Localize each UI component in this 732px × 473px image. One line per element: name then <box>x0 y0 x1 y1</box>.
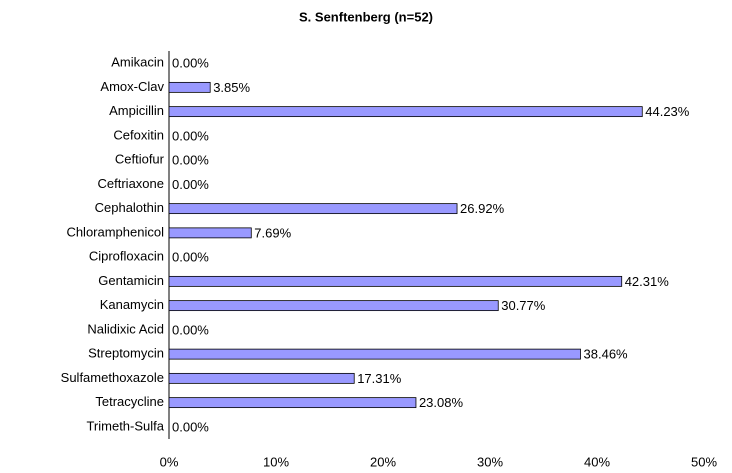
value-label: 26.92% <box>460 201 505 216</box>
bar <box>168 81 211 93</box>
x-tick-label: 40% <box>584 454 610 469</box>
value-label: 7.69% <box>254 225 291 240</box>
y-tick-label: Streptomycin <box>88 346 164 361</box>
y-tick-label: Ceftiofur <box>115 152 165 167</box>
y-tick-label: Sulfamethoxazole <box>61 370 164 385</box>
bar <box>168 227 252 239</box>
value-label: 23.08% <box>419 395 464 410</box>
y-tick-label: Amikacin <box>111 55 164 70</box>
value-label: 17.31% <box>357 371 402 386</box>
value-label: 0.00% <box>172 128 209 143</box>
value-label: 38.46% <box>584 347 629 362</box>
y-tick-label: Amox-Clav <box>100 79 164 94</box>
x-tick-label: 50% <box>691 454 717 469</box>
value-label: 0.00% <box>172 177 209 192</box>
chart-title: S. Senftenberg (n=52) <box>299 9 433 24</box>
y-tick-label: Cephalothin <box>95 200 164 215</box>
y-tick-label: Kanamycin <box>100 297 164 312</box>
y-tick-label: Cefoxitin <box>113 127 164 142</box>
y-tick-label: Tetracycline <box>95 394 164 409</box>
y-tick-label: Nalidixic Acid <box>87 321 164 336</box>
y-tick-label: Ampicillin <box>109 103 164 118</box>
y-tick-label: Ciprofloxacin <box>89 249 164 264</box>
bar <box>168 372 355 384</box>
x-tick-label: 0% <box>160 454 179 469</box>
value-label: 0.00% <box>172 153 209 168</box>
value-label: 0.00% <box>172 250 209 265</box>
x-tick-label: 10% <box>263 454 289 469</box>
value-label: 42.31% <box>625 274 670 289</box>
y-tick-label: Ceftriaxone <box>98 176 164 191</box>
value-label: 0.00% <box>172 419 209 434</box>
value-label: 44.23% <box>645 104 690 119</box>
bar <box>168 300 499 312</box>
x-tick-label: 20% <box>370 454 396 469</box>
value-label: 30.77% <box>501 298 546 313</box>
bar <box>168 397 417 409</box>
bar <box>168 275 623 287</box>
value-label: 3.85% <box>213 80 250 95</box>
bar <box>168 203 458 215</box>
value-label: 0.00% <box>172 56 209 71</box>
y-tick-label: Trimeth-Sulfa <box>86 418 164 433</box>
value-label: 0.00% <box>172 322 209 337</box>
y-tick-label: Gentamicin <box>98 273 164 288</box>
y-tick-label: Chloramphenicol <box>66 224 164 239</box>
bar <box>168 106 643 118</box>
x-tick-label: 30% <box>477 454 503 469</box>
bar <box>168 348 581 360</box>
